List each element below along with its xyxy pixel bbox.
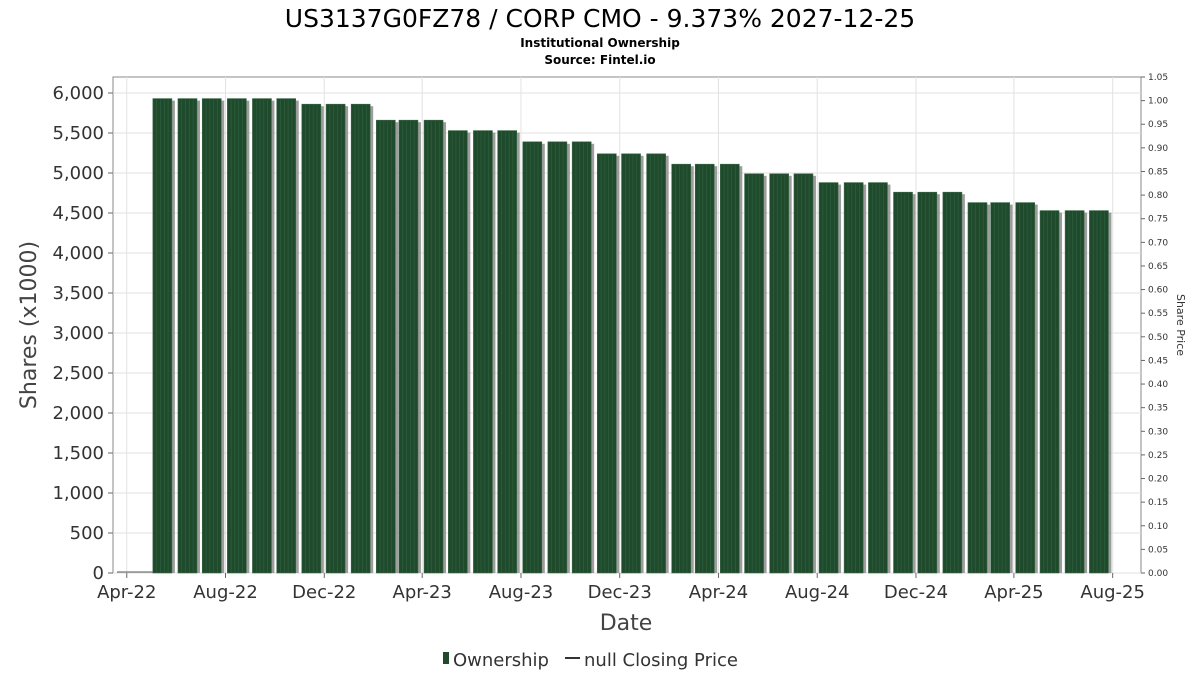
bar [942,191,963,574]
y2-axis-label: Share Price [1174,294,1187,356]
y2-tick-label: 0.35 [1148,404,1168,414]
bar [350,103,371,574]
bar [990,202,1010,574]
y2-tick-label: 0.55 [1148,309,1168,319]
bar [621,153,641,574]
bar [646,153,666,574]
x-axis-label: Date [600,611,653,636]
x-tick-label: Aug-23 [489,582,554,603]
y2-tick-label: 0.15 [1148,498,1168,508]
bar [1039,210,1060,574]
bar [497,130,518,574]
bar [201,98,222,574]
bar [694,163,715,574]
chart-subtitle: Institutional Ownership [520,36,680,50]
legend-price-label: null Closing Price [584,650,738,671]
bar [252,98,272,574]
y-tick-label: 4,500 [52,203,104,224]
bar [843,182,864,574]
y2-tick-label: 0.85 [1148,167,1168,177]
bar [547,141,568,574]
y2-tick-label: 0.80 [1148,191,1168,201]
y-tick-label: 2,000 [52,403,104,424]
y2-tick-label: 0.20 [1148,475,1168,485]
x-tick-label: Aug-24 [785,582,850,603]
bar [719,163,740,574]
chart-source: Source: Fintel.io [544,53,655,67]
y-axis-label: Shares (x1000) [17,241,42,409]
bar [325,103,346,574]
y-tick-label: 500 [70,523,104,544]
x-tick-label: Dec-23 [588,582,652,603]
y-tick-label: 5,000 [52,163,104,184]
bar [917,191,938,574]
bar [227,98,247,574]
x-tick-label: Apr-22 [97,582,156,603]
y2-tick-label: 0.65 [1148,262,1168,272]
bar [522,141,543,574]
bar [1064,210,1085,574]
bar [398,119,419,574]
bar [744,173,764,574]
bar [967,202,988,574]
bar [818,182,839,574]
y2-tick-label: 0.40 [1148,380,1168,390]
bar [893,191,913,574]
y-tick-label: 0 [93,563,104,584]
y-tick-label: 3,500 [52,283,104,304]
y2-tick-label: 1.05 [1148,73,1168,83]
y2-tick-label: 1.00 [1148,97,1168,107]
y2-tick-label: 0.60 [1148,286,1168,296]
legend: Ownership null Closing Price [443,650,738,671]
bar [276,98,297,574]
x-tick-label: Apr-24 [689,582,748,603]
bar [448,130,468,574]
y2-tick-label: 0.50 [1148,333,1168,343]
y-tick-label: 4,000 [52,243,104,264]
x-tick-label: Dec-22 [292,582,356,603]
bar [571,141,592,574]
x-tick-label: Apr-23 [393,582,452,603]
bar [1089,210,1109,574]
x-tick-label: Apr-25 [984,582,1043,603]
bar [671,163,692,574]
y-tick-label: 2,500 [52,363,104,384]
bar [177,98,198,574]
y2-tick-label: 0.25 [1148,451,1168,461]
legend-ownership-swatch [443,652,449,664]
x-tick-label: Dec-24 [884,582,948,603]
legend-ownership-label: Ownership [453,650,549,671]
y-tick-label: 1,500 [52,443,104,464]
bar [375,119,396,574]
x-tick-label: Aug-25 [1080,582,1145,603]
bar [301,103,322,574]
y2-tick-label: 0.30 [1148,427,1168,437]
bar [423,119,444,574]
y-tick-label: 5,500 [52,123,104,144]
bar [596,153,617,574]
bar [793,173,814,574]
y2-tick-label: 0.95 [1148,120,1168,130]
y2-tick-label: 0.90 [1148,144,1168,154]
plot-area: 0 500 1,000 1,500 2,000 2,500 3,000 3,500 4,000 4… [52,73,1168,603]
y2-tick-label: 0.10 [1148,522,1168,532]
bar [473,130,493,574]
y2-tick-label: 0.45 [1148,356,1168,366]
y2-tick-label: 0.05 [1148,545,1168,555]
bar [769,173,789,574]
y-tick-label: 6,000 [52,83,104,104]
bar [1015,202,1036,574]
y-tick-label: 3,000 [52,323,104,344]
y2-tick-label: 0.75 [1148,215,1168,225]
bar [868,182,888,574]
y2-tick-label: 0.00 [1148,569,1168,579]
bar [152,98,173,574]
x-tick-label: Aug-22 [193,582,258,603]
y2-tick-label: 0.70 [1148,238,1168,248]
chart-title: US3137G0FZ78 / CORP CMO - 9.373% 2027-12… [285,4,915,33]
y-tick-label: 1,000 [52,483,104,504]
